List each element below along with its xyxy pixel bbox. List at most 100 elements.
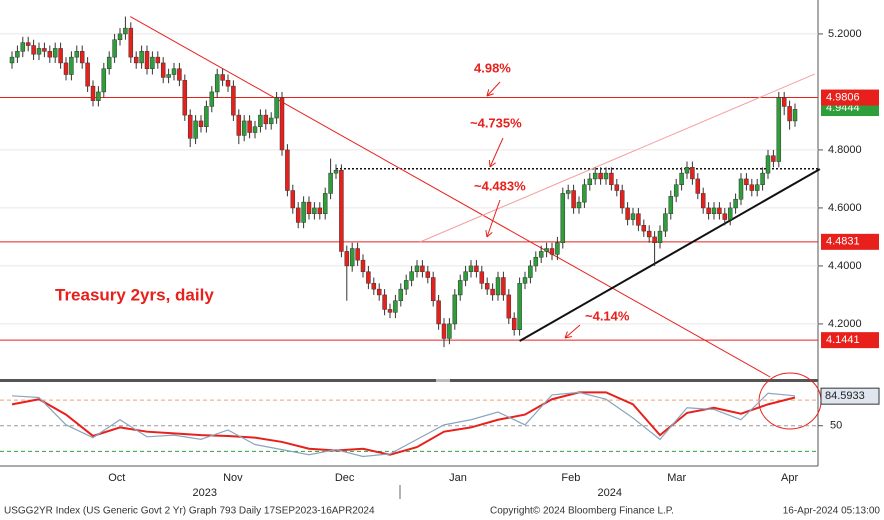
candle-body xyxy=(193,120,198,139)
candle-body xyxy=(409,271,414,281)
candle-body xyxy=(96,91,101,101)
arrow-head xyxy=(485,230,493,238)
candle-body xyxy=(684,167,690,174)
y-tick-label: 4.4000 xyxy=(828,260,862,272)
candle-body xyxy=(420,265,425,272)
candle-body xyxy=(695,178,701,194)
footer-left: USGG2YR Index (US Generic Govt 2 Yr) Gra… xyxy=(4,506,375,517)
candle-body xyxy=(673,184,679,197)
annotation-arrow xyxy=(486,199,501,238)
candle-body xyxy=(641,225,647,232)
candle-body xyxy=(609,172,614,185)
candle-body xyxy=(776,97,782,162)
candle-body xyxy=(663,213,668,232)
arrow-head xyxy=(486,89,494,97)
candle-body xyxy=(160,62,166,78)
trend-line xyxy=(420,73,816,243)
candle-body xyxy=(749,184,755,191)
annotation: Treasury 2yrs, daily xyxy=(55,285,214,304)
footer-right: 16-Apr-2024 05:13:00 xyxy=(783,506,881,517)
candle-body xyxy=(452,294,458,325)
candle-body xyxy=(760,172,765,185)
x-tick-label: Nov xyxy=(223,472,243,484)
annotation-arrow xyxy=(489,137,504,168)
candle-body xyxy=(636,213,641,226)
candle-body xyxy=(441,323,447,339)
candle-body xyxy=(657,230,663,243)
candle-body xyxy=(274,97,279,119)
candle-body xyxy=(614,184,620,191)
candle-body xyxy=(220,74,225,81)
candle-body xyxy=(166,74,171,78)
candle-body xyxy=(339,169,344,252)
candle-body xyxy=(571,190,576,209)
candle-body xyxy=(258,114,263,127)
candle-body xyxy=(231,85,236,116)
candle-body xyxy=(63,62,69,75)
candle-body xyxy=(279,97,285,151)
candle-body xyxy=(20,42,26,52)
trend-line xyxy=(519,168,821,342)
candle-body xyxy=(549,248,555,255)
candle-body xyxy=(490,288,495,296)
candle-body xyxy=(382,294,387,310)
candle-body xyxy=(301,201,306,223)
price-tag xyxy=(821,233,879,250)
candle-body xyxy=(603,172,609,180)
candle-body xyxy=(204,106,209,127)
x-tick-label: Dec xyxy=(335,472,355,484)
candle-body xyxy=(360,259,366,272)
candle-body xyxy=(679,172,684,185)
candle-body xyxy=(47,51,53,58)
candle-body xyxy=(247,120,252,133)
candle-body xyxy=(155,56,161,64)
price-tag-label: 4.9806 xyxy=(826,91,860,103)
candle-body xyxy=(139,51,144,64)
candle-body xyxy=(528,265,533,278)
candle-body xyxy=(241,120,247,136)
annotation-arrow xyxy=(564,324,581,339)
candle-body xyxy=(436,300,441,325)
candle-body xyxy=(112,39,117,58)
oscillator-line xyxy=(11,391,796,458)
candle-body xyxy=(668,196,674,214)
candle-body xyxy=(630,213,636,220)
candle-body xyxy=(506,294,512,319)
candle-body xyxy=(646,230,652,238)
candle-body xyxy=(792,109,798,122)
price-tag xyxy=(821,332,879,349)
candle-body xyxy=(58,48,63,64)
candle-body xyxy=(592,172,598,180)
candle-body xyxy=(349,248,355,267)
candle-body xyxy=(403,280,409,290)
candle-body xyxy=(414,265,420,272)
candle-body xyxy=(744,178,749,185)
candle-body xyxy=(468,265,474,272)
candle-body xyxy=(398,288,404,301)
candle-body xyxy=(598,172,603,180)
annotation: 4.98% xyxy=(474,60,511,75)
candle-body xyxy=(9,56,15,64)
annotation-arrow xyxy=(486,81,501,97)
arrow-head xyxy=(488,159,496,168)
candle-body xyxy=(90,85,96,101)
panel-separator xyxy=(0,379,818,382)
candle-body xyxy=(42,48,47,52)
candle-body xyxy=(128,27,134,58)
candle-body xyxy=(555,242,560,255)
candle-body xyxy=(722,213,728,220)
candle-body xyxy=(576,201,582,209)
candle-body xyxy=(74,51,80,58)
candle-body xyxy=(690,167,695,180)
candle-body xyxy=(123,27,128,35)
price-tag-label: 4.1441 xyxy=(826,334,860,346)
candle-body xyxy=(198,120,204,127)
candle-body xyxy=(533,256,539,267)
oscillator-line xyxy=(11,391,796,456)
candle-body xyxy=(560,193,566,243)
candle-body xyxy=(101,68,107,93)
x-tick-label: Oct xyxy=(108,472,125,484)
candle-body xyxy=(133,56,139,64)
